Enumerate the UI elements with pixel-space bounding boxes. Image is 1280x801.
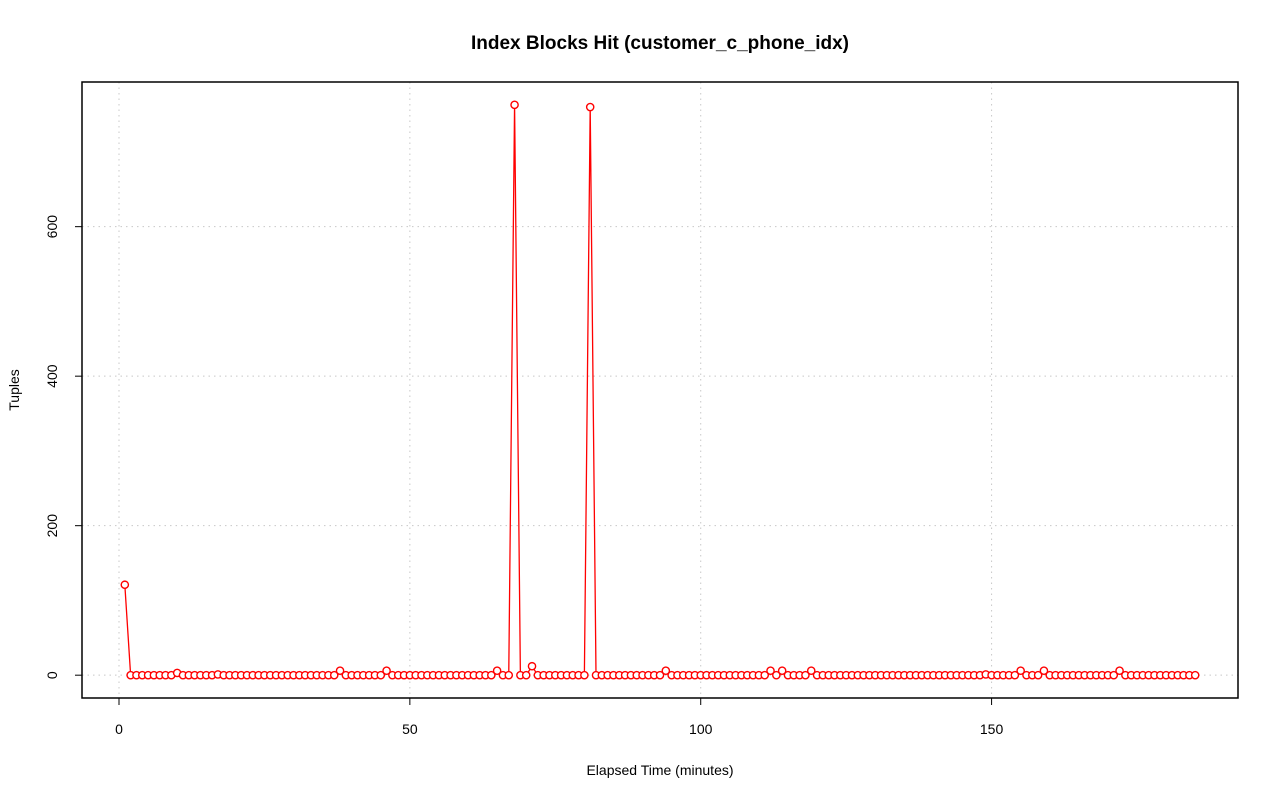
data-point xyxy=(760,670,770,680)
y-tick-label: 0 xyxy=(44,671,60,679)
plot-frame xyxy=(81,81,1239,699)
y-tick-label: 600 xyxy=(44,215,60,239)
data-point xyxy=(1016,666,1025,675)
data-point xyxy=(1039,666,1049,675)
data-point xyxy=(329,670,339,680)
x-tick-label: 0 xyxy=(115,721,123,737)
data-point xyxy=(801,670,810,680)
y-axis-label: Tuples xyxy=(6,369,22,411)
y-tick-label: 400 xyxy=(44,364,60,388)
data-point xyxy=(120,580,130,590)
data-point xyxy=(382,666,391,675)
data-point xyxy=(772,670,781,680)
data-point xyxy=(655,670,665,680)
data-point xyxy=(521,670,531,680)
data-point xyxy=(492,666,502,675)
data-point xyxy=(1109,670,1119,680)
data-point xyxy=(585,102,595,112)
data-point xyxy=(777,666,787,675)
x-tick-label: 50 xyxy=(402,721,418,737)
chart-title: Index Blocks Hit (customer_c_phone_idx) xyxy=(471,33,849,54)
x-axis-label: Elapsed Time (minutes) xyxy=(586,762,733,778)
data-point xyxy=(1115,666,1124,675)
data-point xyxy=(1010,670,1020,680)
data-point xyxy=(661,666,671,675)
data-point xyxy=(504,670,514,680)
data-point xyxy=(510,100,519,110)
data-point xyxy=(376,670,386,680)
data-point xyxy=(335,666,345,675)
data-point xyxy=(1033,670,1043,680)
x-tick-label: 150 xyxy=(980,721,1004,737)
data-point xyxy=(487,670,496,680)
data-point xyxy=(527,661,537,671)
data-point xyxy=(1190,670,1200,680)
data-point xyxy=(580,670,589,680)
data-point xyxy=(766,666,775,675)
y-tick-label: 200 xyxy=(44,514,60,538)
data-point xyxy=(806,666,816,675)
x-tick-label: 100 xyxy=(689,721,713,737)
